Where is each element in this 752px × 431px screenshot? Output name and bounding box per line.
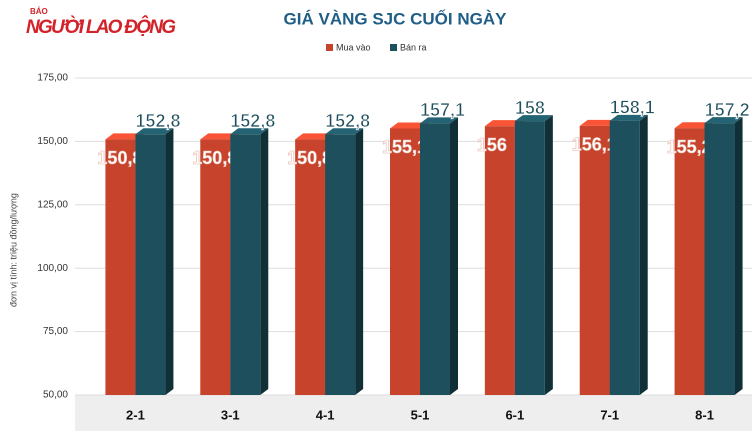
brand-name: NGƯỜI LAO ĐỘNG xyxy=(26,16,176,38)
bar xyxy=(200,139,231,395)
y-tick-label: 150,00 xyxy=(37,136,68,147)
bar-top xyxy=(230,128,269,135)
bar-top xyxy=(420,117,458,124)
x-tick-label: 6-1 xyxy=(505,407,524,422)
bar-top xyxy=(105,133,144,140)
x-tick-label: 2-1 xyxy=(126,407,145,422)
bar-top xyxy=(325,128,364,135)
bar xyxy=(230,134,261,395)
y-tick-label: 125,00 xyxy=(37,199,68,210)
value-label: 157,2 xyxy=(705,100,750,120)
bar-top xyxy=(484,120,523,127)
x-tick-label: 7-1 xyxy=(600,407,619,422)
chart-title: GIÁ VÀNG SJC CUỐI NGÀY xyxy=(284,8,508,28)
value-label: 158 xyxy=(515,98,545,118)
value-label: 156 xyxy=(477,135,507,155)
value-label: 156,1 xyxy=(572,135,617,155)
legend-label: Mua vào xyxy=(336,42,371,52)
bar xyxy=(420,123,450,395)
x-tick-label: 8-1 xyxy=(695,407,714,422)
bar-side xyxy=(734,117,743,395)
x-tick-label: 4-1 xyxy=(316,407,335,422)
brand-small: BÁO xyxy=(30,7,48,16)
legend-swatch xyxy=(326,44,333,51)
bar-top xyxy=(579,119,618,126)
bar xyxy=(674,128,705,395)
y-tick-label: 50,00 xyxy=(43,390,68,401)
value-label: 152,8 xyxy=(325,111,370,131)
value-label: 157,1 xyxy=(420,100,465,120)
bar-top xyxy=(200,133,239,140)
bar-side xyxy=(260,128,269,395)
bar xyxy=(295,139,326,395)
value-label: 150,8 xyxy=(97,148,142,168)
bar-side xyxy=(544,115,553,395)
value-label: 152,8 xyxy=(135,111,180,131)
bar xyxy=(325,134,356,395)
bar xyxy=(390,128,420,395)
value-label: 150,8 xyxy=(192,148,237,168)
bar-top xyxy=(609,114,648,121)
bar xyxy=(484,126,515,396)
bar xyxy=(514,121,545,395)
x-tick-label: 5-1 xyxy=(411,407,430,422)
bar-top xyxy=(390,122,428,129)
bar-top xyxy=(514,115,553,122)
axis-floor xyxy=(75,395,752,431)
legend-swatch xyxy=(390,44,397,51)
bar xyxy=(609,120,640,395)
bar-side xyxy=(450,117,458,395)
bar-top xyxy=(704,117,743,124)
bar-top xyxy=(135,128,174,135)
bar-top xyxy=(295,133,334,140)
value-label: 150,8 xyxy=(287,148,332,168)
y-axis-label: đơn vị tính: triệu đồng/lượng xyxy=(8,193,18,307)
value-label: 155,2 xyxy=(667,137,712,157)
bar xyxy=(135,134,166,395)
value-label: 152,8 xyxy=(230,111,275,131)
y-tick-label: 100,00 xyxy=(37,263,68,274)
value-label: 155,1 xyxy=(382,137,427,157)
bar-side xyxy=(165,128,174,395)
bar xyxy=(704,123,735,395)
bar-side xyxy=(355,128,364,395)
bar-top xyxy=(674,122,713,129)
value-label: 158,1 xyxy=(610,98,655,118)
y-tick-label: 75,00 xyxy=(43,326,68,337)
y-tick-label: 175,00 xyxy=(37,73,68,84)
x-tick-label: 3-1 xyxy=(221,407,240,422)
bar xyxy=(105,139,136,395)
legend-label: Bán ra xyxy=(400,42,427,52)
bar xyxy=(579,125,610,396)
bar-side xyxy=(639,114,648,395)
